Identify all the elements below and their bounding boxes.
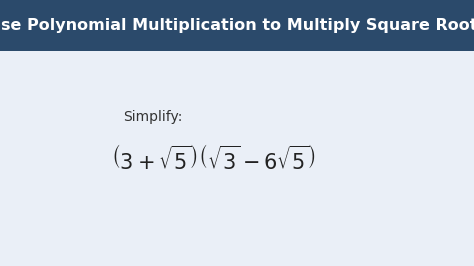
Text: Use Polynomial Multiplication to Multiply Square Roots: Use Polynomial Multiplication to Multipl… xyxy=(0,18,474,33)
Text: $\left(3 + \sqrt{5}\right)\left(\sqrt{3} - 6\sqrt{5}\right)$: $\left(3 + \sqrt{5}\right)\left(\sqrt{3}… xyxy=(111,145,316,174)
Text: Simplify:: Simplify: xyxy=(123,110,182,124)
